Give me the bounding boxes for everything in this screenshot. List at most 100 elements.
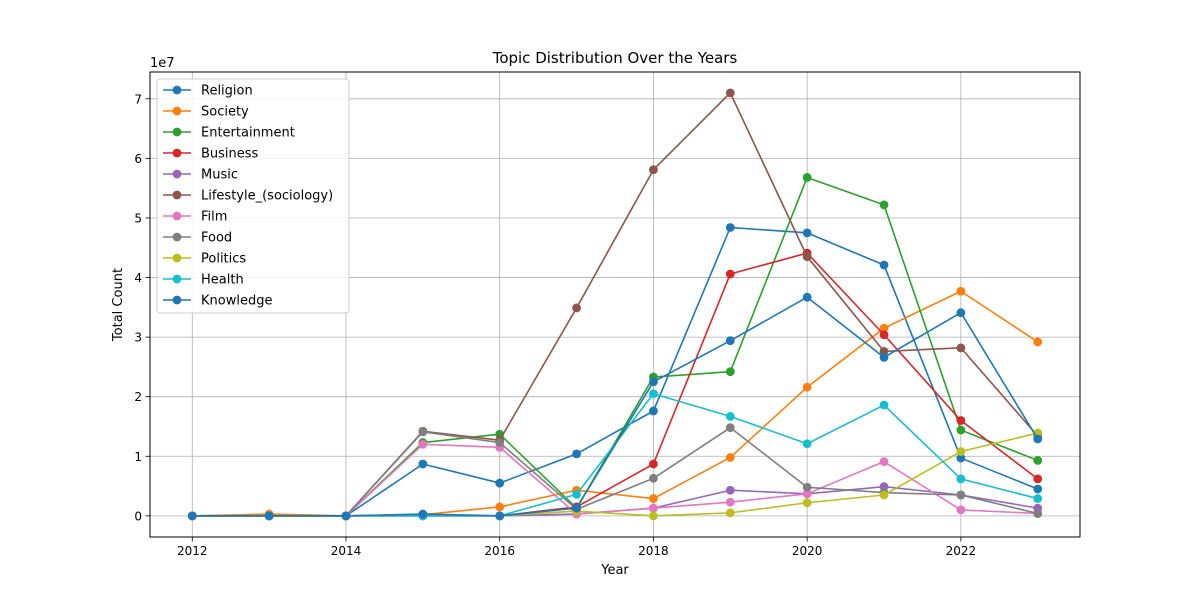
data-point xyxy=(956,343,966,353)
data-point xyxy=(956,453,966,463)
legend-item: Business xyxy=(163,147,259,162)
legend-item: Entertainment xyxy=(163,126,295,141)
y-tick-label: 0 xyxy=(134,509,142,523)
data-point xyxy=(725,508,735,518)
x-axis-label: Year xyxy=(600,563,629,578)
legend-label: Knowledge xyxy=(201,294,272,309)
data-point xyxy=(725,88,735,98)
data-point xyxy=(956,447,966,456)
plot-frame xyxy=(149,71,1081,538)
data-point xyxy=(264,511,274,521)
legend-marker xyxy=(172,190,182,200)
x-axis-ticks: 2012 2014 2016 2018 2020 2022 xyxy=(177,537,976,558)
x-tick-label: 2022 xyxy=(946,544,977,558)
legend-label: Society xyxy=(201,105,249,120)
legend-marker xyxy=(172,211,182,221)
data-point xyxy=(802,498,812,508)
data-point xyxy=(1033,494,1043,503)
legend-box xyxy=(156,78,350,314)
legend-marker xyxy=(172,106,182,116)
series-line xyxy=(192,426,1038,517)
data-point xyxy=(418,459,428,469)
data-point xyxy=(956,416,966,425)
legend-marker xyxy=(172,127,182,137)
series-group xyxy=(187,423,1043,521)
series-line xyxy=(192,290,1039,517)
data-point xyxy=(725,497,735,507)
data-point xyxy=(418,427,428,437)
legend-marker xyxy=(172,253,182,263)
data-point xyxy=(418,439,428,449)
data-point xyxy=(1033,456,1043,465)
data-point xyxy=(1033,434,1043,444)
series-line xyxy=(192,392,1038,517)
data-point xyxy=(956,490,966,500)
data-point xyxy=(187,511,197,521)
legend-item: Music xyxy=(163,168,238,183)
legend-label: Business xyxy=(201,147,259,162)
x-tick-label: 2016 xyxy=(484,544,515,558)
data-point xyxy=(1033,484,1043,494)
legend-marker xyxy=(172,148,182,158)
data-point xyxy=(649,165,658,175)
x-tick-label: 2012 xyxy=(177,544,208,558)
legend-item: Health xyxy=(163,273,244,288)
legend-marker xyxy=(172,274,182,284)
data-point xyxy=(341,511,351,521)
data-point xyxy=(649,459,658,469)
y-axis-multiplier: 1e7 xyxy=(150,56,175,71)
legend-label: Religion xyxy=(201,84,253,99)
data-point xyxy=(956,505,966,515)
data-point xyxy=(1033,509,1043,518)
data-point xyxy=(1033,337,1043,347)
data-point xyxy=(649,511,658,521)
data-point xyxy=(879,330,889,340)
series-group xyxy=(187,439,1043,521)
data-point xyxy=(572,449,581,459)
data-point xyxy=(956,474,966,484)
data-point xyxy=(725,336,735,346)
data-point xyxy=(802,173,812,182)
legend-item: Film xyxy=(163,210,227,225)
data-point xyxy=(802,292,812,302)
data-point xyxy=(495,478,505,488)
legend-label: Politics xyxy=(201,252,246,267)
data-point xyxy=(649,473,658,483)
legend-label: Health xyxy=(201,273,244,288)
data-point xyxy=(649,377,658,387)
data-point xyxy=(725,423,735,433)
legend-label: Music xyxy=(201,168,238,183)
data-point xyxy=(879,200,889,210)
data-point xyxy=(956,286,966,296)
legend-item: Politics xyxy=(163,252,246,267)
data-point xyxy=(725,223,735,232)
data-point xyxy=(879,323,889,333)
y-tick-label: 7 xyxy=(134,92,142,106)
data-point xyxy=(879,400,889,410)
legend: Religion Society Entertainment Business Musi… xyxy=(156,78,350,314)
data-point xyxy=(879,260,889,270)
data-point xyxy=(495,502,505,512)
data-point xyxy=(879,457,889,467)
data-point xyxy=(956,308,966,318)
data-point xyxy=(495,438,505,447)
legend-marker xyxy=(172,169,182,179)
y-tick-label: 3 xyxy=(134,331,142,345)
data-point xyxy=(802,382,812,392)
series-group xyxy=(187,292,1043,521)
data-point xyxy=(1033,474,1043,484)
data-point xyxy=(649,503,658,513)
data-point xyxy=(802,439,812,449)
data-point xyxy=(649,389,658,399)
legend-item: Knowledge xyxy=(163,294,272,309)
series-lines xyxy=(187,88,1043,521)
legend-item: Food xyxy=(163,231,232,246)
data-point xyxy=(956,425,966,435)
data-point xyxy=(879,352,889,362)
y-axis-ticks: 0 1 2 3 4 5 6 7 xyxy=(134,92,150,523)
x-tick-label: 2018 xyxy=(638,544,669,558)
data-point xyxy=(725,485,735,495)
data-point xyxy=(802,489,812,499)
chart-title: Topic Distribution Over the Years xyxy=(492,49,738,67)
